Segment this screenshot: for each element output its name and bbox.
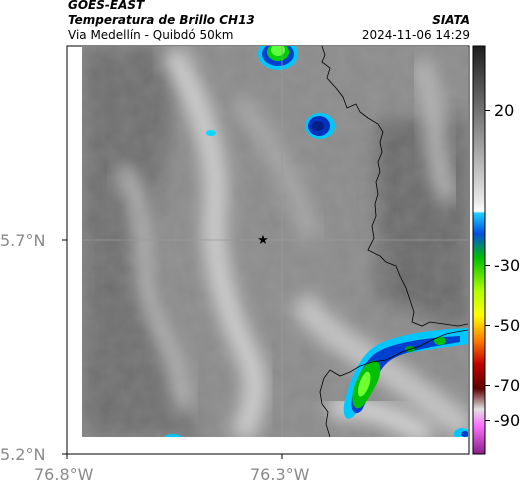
colorbar-label-20: 20: [494, 101, 515, 120]
colorbar-tick: [485, 265, 490, 266]
colorbar-tick: [485, 110, 490, 111]
colorbar-label-neg50: -50: [494, 316, 521, 335]
lon-label-west: 76.8°W: [34, 465, 94, 484]
reference-marker: ★: [257, 233, 269, 248]
lat-label-lower: 5.2°N: [0, 445, 46, 464]
colorbar-label-neg70: -70: [494, 376, 521, 395]
colorbar-tick: [485, 420, 490, 421]
lat-label-upper: 5.7°N: [0, 231, 46, 250]
colorbar-tick: [485, 385, 490, 386]
lon-label-east: 76.3°W: [250, 465, 310, 484]
cloud-cells: [164, 46, 468, 437]
border-line: [319, 46, 468, 437]
colorbar-label-neg90: -90: [494, 411, 521, 430]
colorbar-label-neg30: -30: [494, 256, 521, 275]
product-title: Temperatura de Brillo CH13: [68, 13, 255, 27]
route-subtitle: Via Medellín - Quibdó 50km: [68, 28, 234, 42]
satellite-image: ★: [82, 46, 468, 437]
satellite-name: GOES-EAST: [68, 0, 145, 12]
org-label: SIATA: [432, 13, 470, 27]
colorbar: [472, 45, 486, 455]
timestamp: 2024-11-06 14:29: [361, 28, 470, 42]
colorbar-tick: [485, 325, 490, 326]
